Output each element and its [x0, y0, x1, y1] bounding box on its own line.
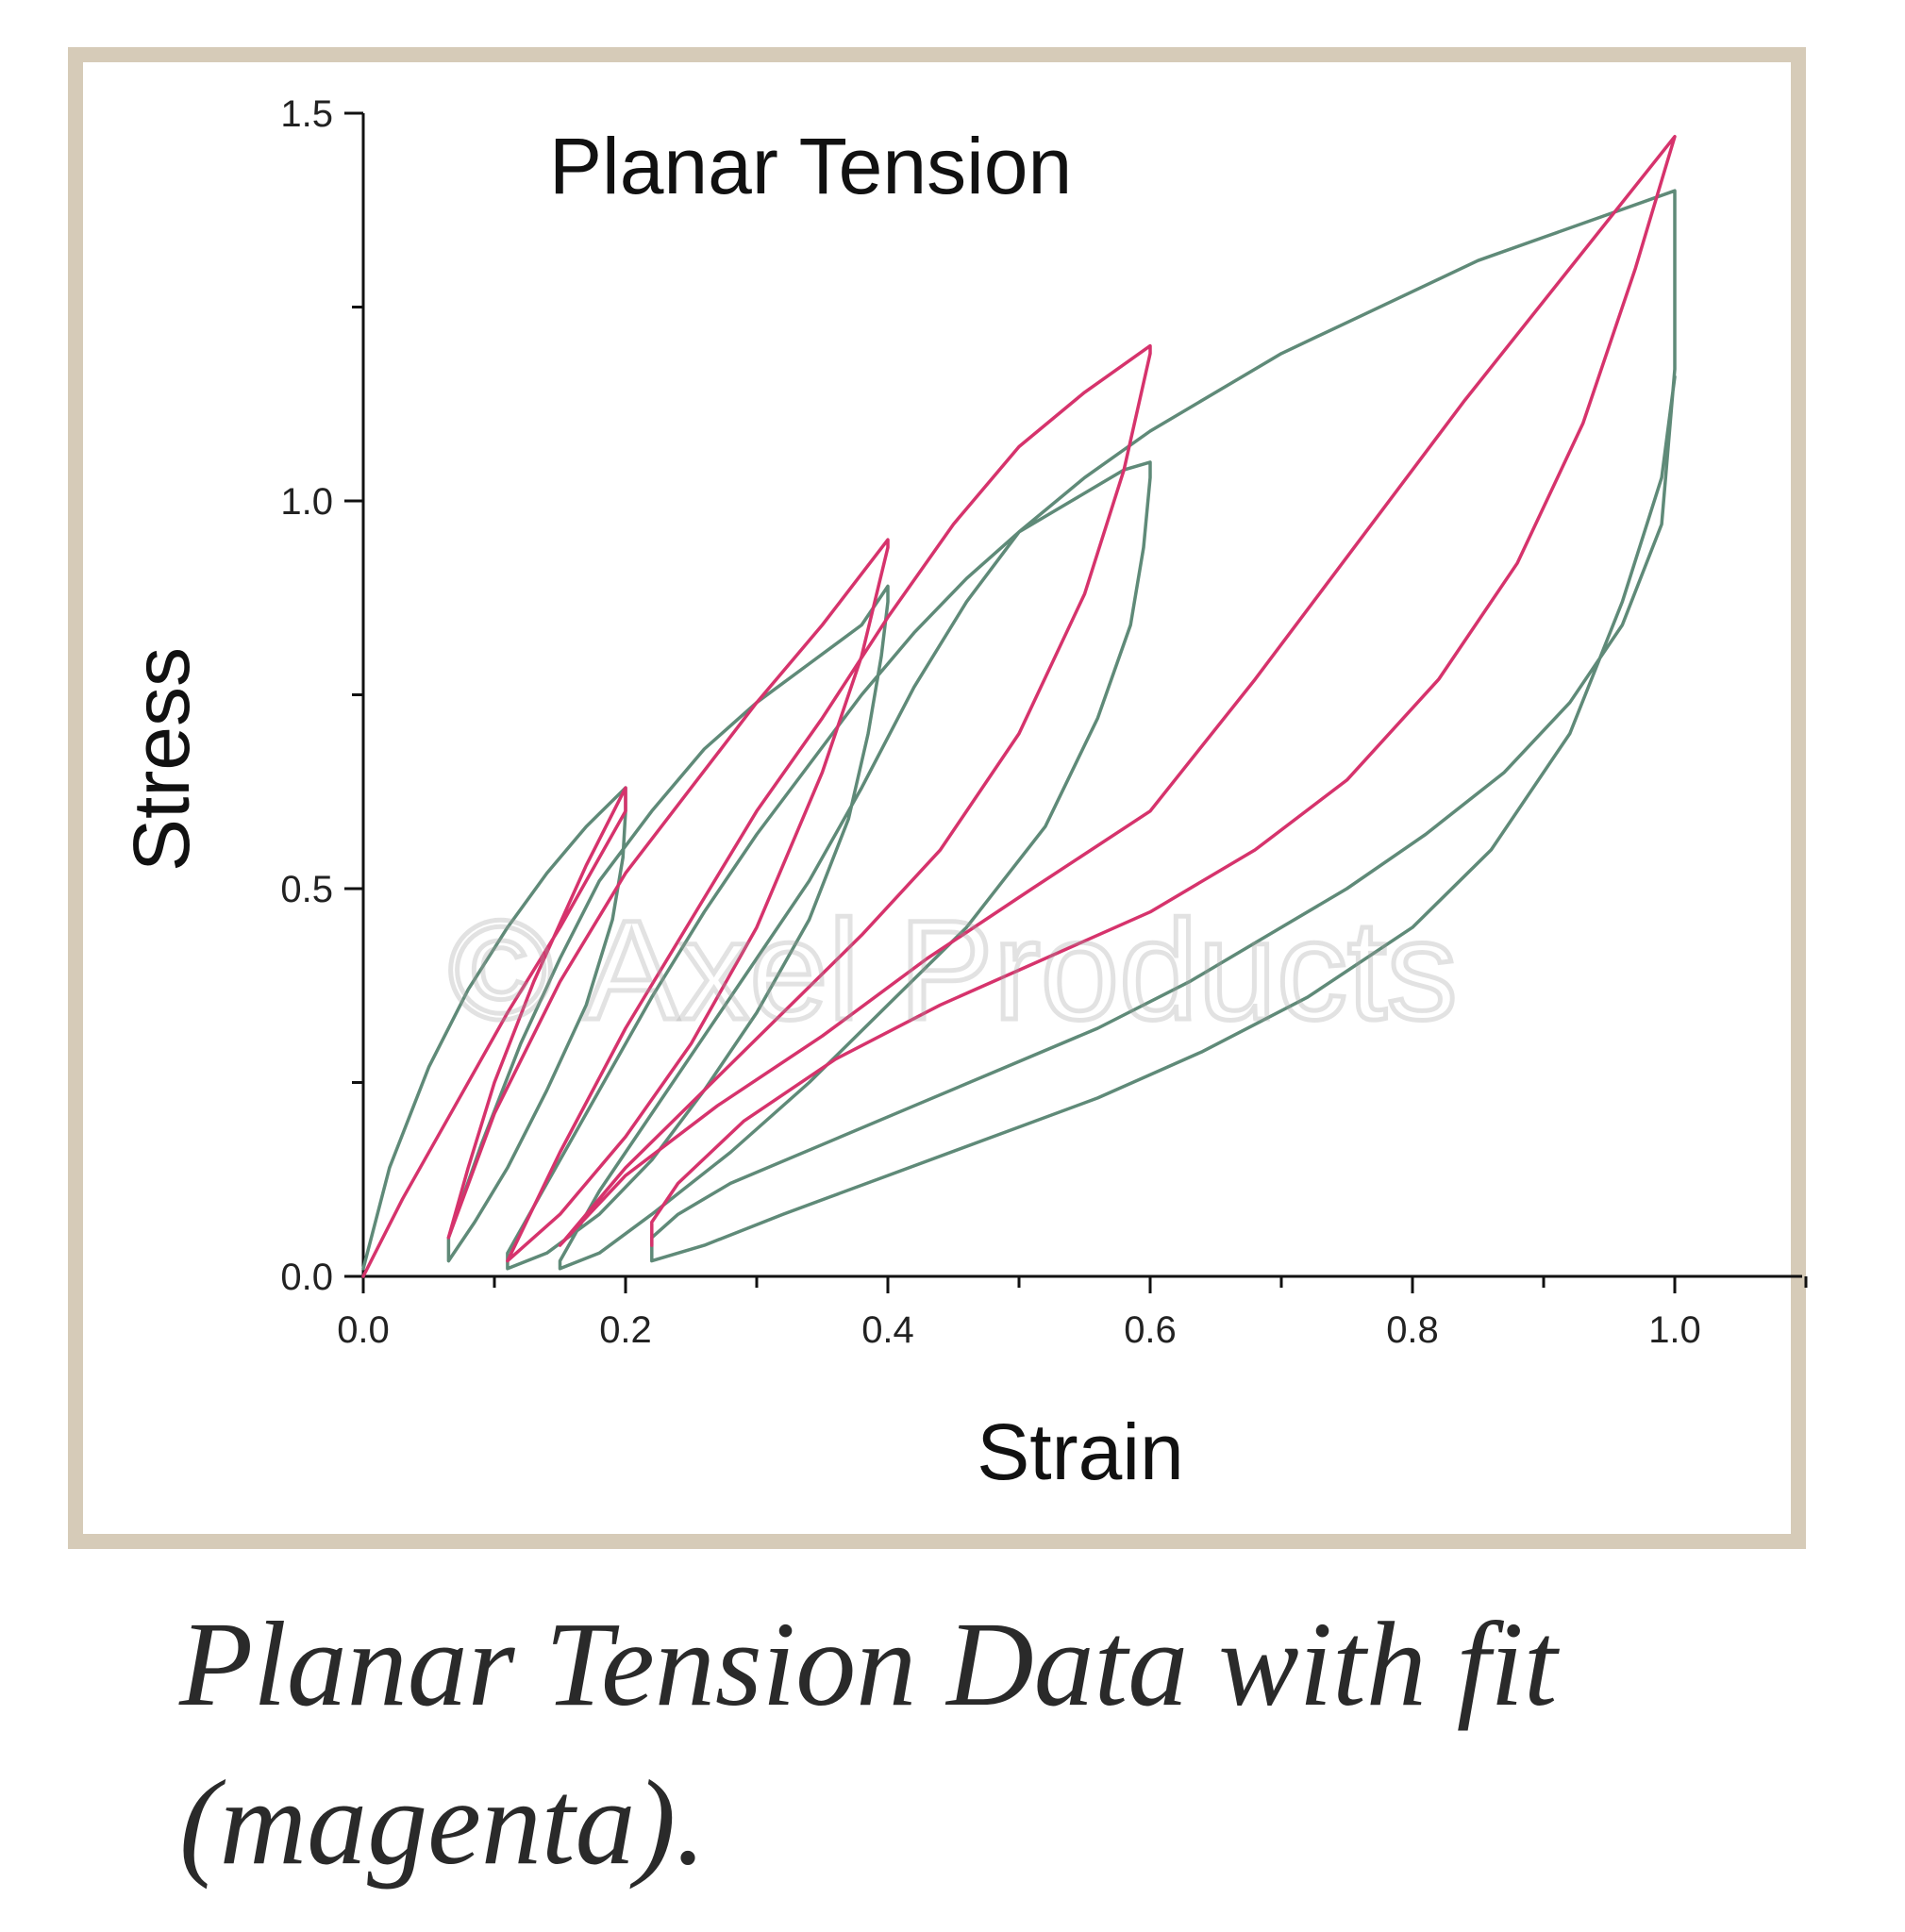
- x-tick-label-0: 0.0: [337, 1309, 390, 1351]
- y-tick-label-3: 1.5: [280, 93, 333, 135]
- x-ticks: 0.0 0.2 0.4 0.6 0.8 1.0: [337, 1276, 1808, 1351]
- y-tick-label-1: 0.5: [280, 869, 333, 910]
- figure-caption: Planar Tension Data with fit (magenta).: [179, 1597, 1558, 1890]
- y-tick-label-0: 0.0: [280, 1257, 333, 1298]
- y-axis-title: Stress: [117, 647, 206, 872]
- chart-title: Planar Tension: [549, 122, 1072, 210]
- x-tick-label-3: 0.6: [1124, 1309, 1177, 1351]
- x-tick-label-2: 0.4: [861, 1309, 914, 1351]
- watermark: © Axel Products: [448, 891, 1457, 1049]
- x-tick-label-1: 0.2: [599, 1309, 652, 1351]
- x-axis-title: Strain: [977, 1407, 1183, 1496]
- axes: 0.0 0.2 0.4 0.6 0.8 1.0 0.0 0.5 1.0 1.5: [280, 93, 1808, 1351]
- y-ticks: 0.0 0.5 1.0 1.5: [280, 93, 363, 1298]
- series-group: [361, 134, 1677, 1278]
- y-tick-label-2: 1.0: [280, 481, 333, 523]
- figure-frame: [68, 47, 1806, 1549]
- fit-curve: [361, 134, 1677, 1278]
- x-tick-label-5: 1.0: [1648, 1309, 1701, 1351]
- x-tick-label-4: 0.8: [1386, 1309, 1439, 1351]
- data-curve: [361, 189, 1677, 1271]
